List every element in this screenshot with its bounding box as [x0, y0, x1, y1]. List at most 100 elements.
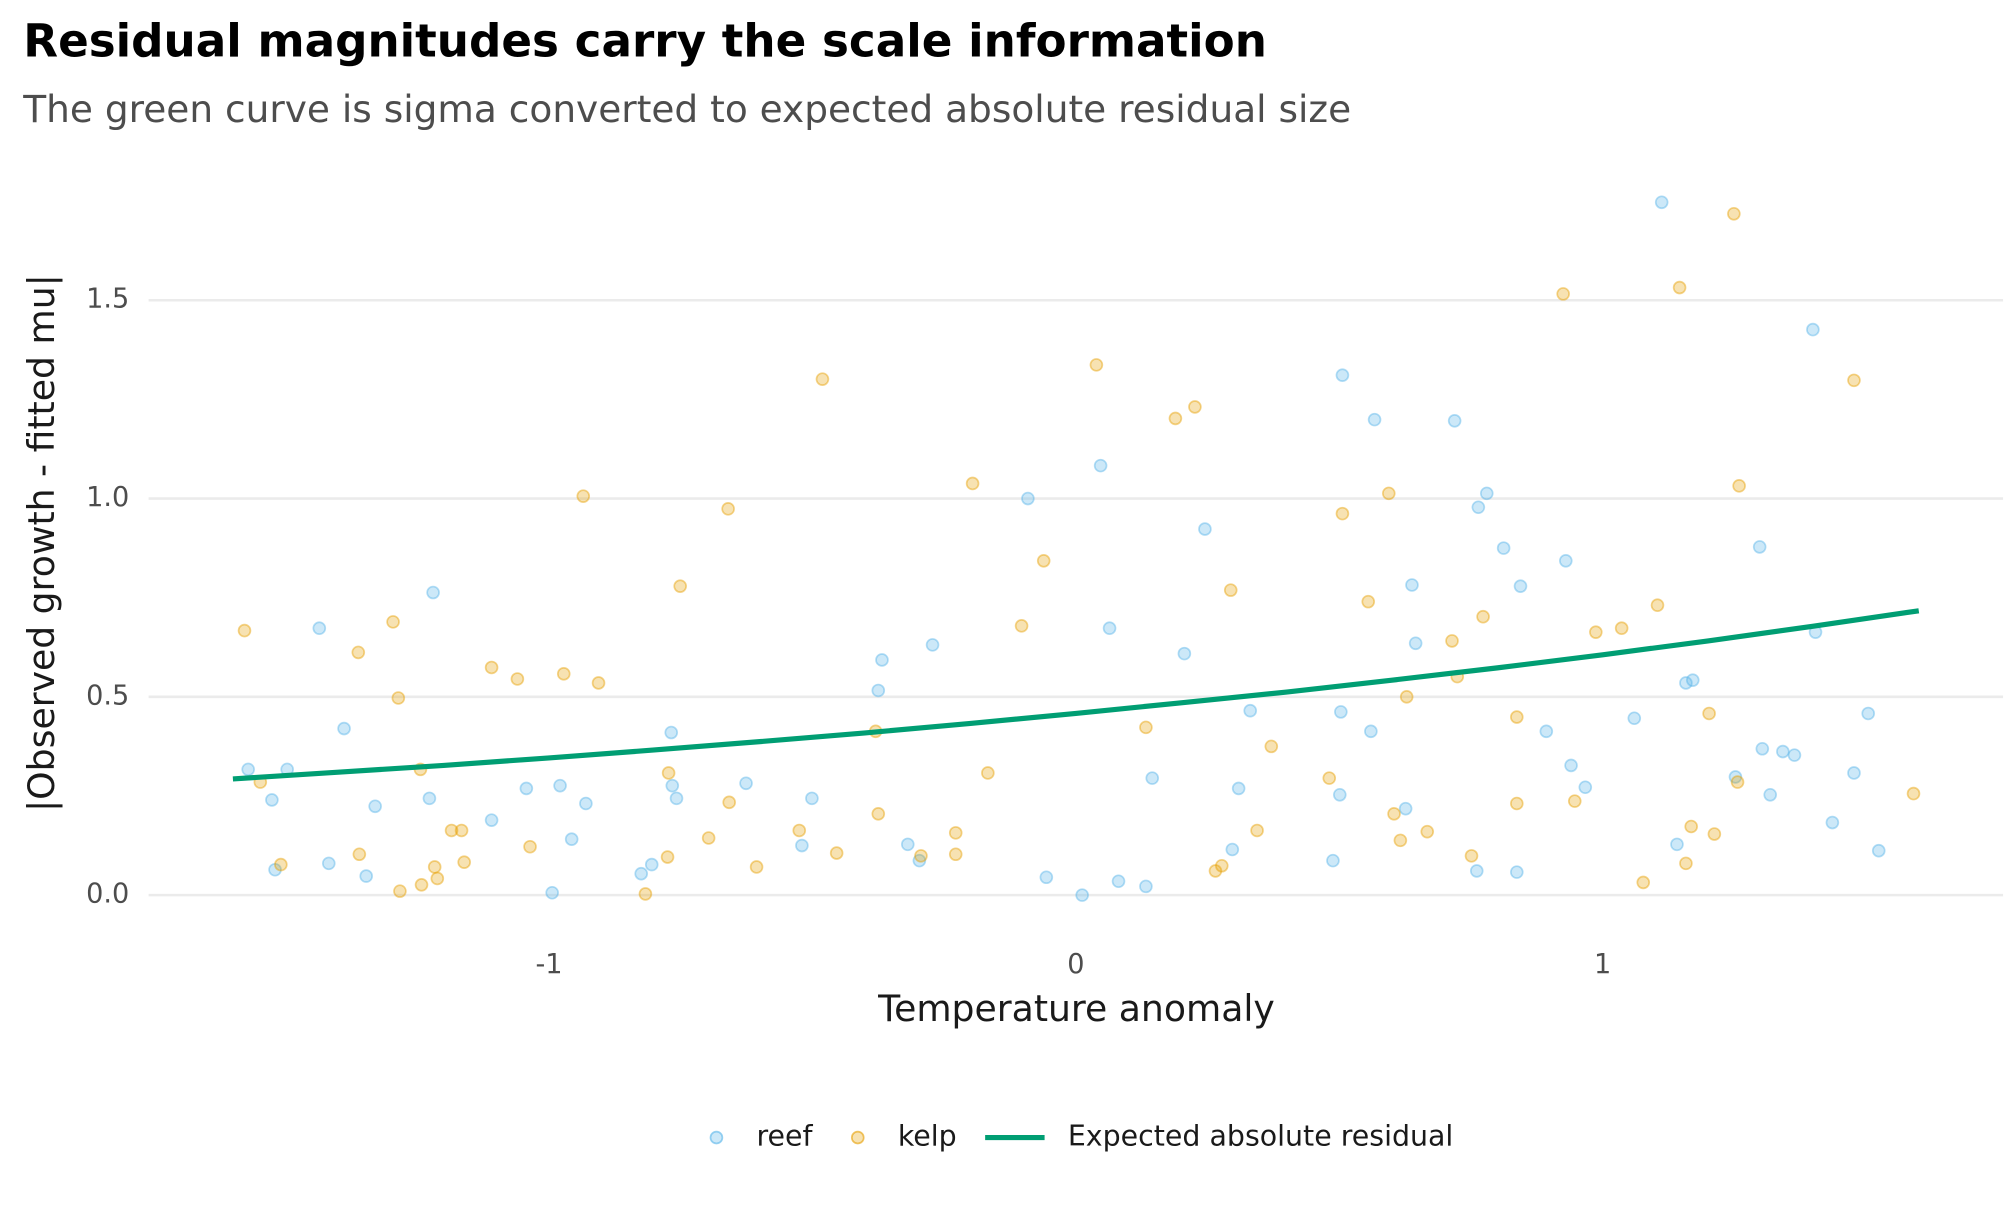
- y-tick-label: 1.0: [86, 482, 129, 513]
- point: [351, 645, 366, 660]
- point: [1847, 766, 1861, 780]
- point: [701, 831, 716, 845]
- point: [1139, 720, 1153, 735]
- y-tick-label: 0.5: [86, 680, 129, 711]
- point: [1847, 373, 1861, 388]
- point: [1223, 583, 1238, 597]
- point: [1208, 864, 1223, 878]
- legend-key: [709, 1130, 724, 1145]
- point: [660, 850, 675, 864]
- legend-label: reef: [756, 1120, 813, 1153]
- point: [1447, 414, 1462, 428]
- point: [484, 660, 499, 675]
- point: [237, 623, 252, 638]
- point: [1039, 870, 1054, 885]
- point: [1445, 634, 1459, 648]
- point: [1326, 853, 1340, 868]
- point: [815, 372, 830, 386]
- point: [391, 691, 406, 705]
- point: [1469, 864, 1484, 878]
- point: [312, 621, 327, 636]
- point: [414, 878, 429, 892]
- y-tick-label: 0.0: [86, 879, 129, 910]
- point: [579, 796, 593, 811]
- point: [556, 667, 571, 681]
- point: [1727, 207, 1741, 221]
- point: [393, 884, 407, 898]
- point: [1334, 705, 1348, 719]
- point: [1231, 781, 1246, 796]
- point: [1335, 368, 1350, 382]
- point: [1510, 865, 1524, 879]
- point: [1589, 625, 1603, 639]
- point: [1250, 823, 1264, 838]
- point: [1177, 646, 1192, 661]
- legend-label: kelp: [898, 1120, 957, 1153]
- point: [1510, 710, 1524, 724]
- point: [427, 860, 442, 874]
- plot-area: [232, 195, 1921, 902]
- point: [901, 837, 915, 852]
- point: [553, 778, 567, 793]
- point: [805, 791, 819, 806]
- point: [925, 638, 940, 652]
- point: [1684, 819, 1698, 834]
- legend-key: [850, 1130, 865, 1145]
- point: [795, 838, 809, 853]
- point: [965, 476, 980, 491]
- point: [1333, 787, 1347, 802]
- point: [1539, 724, 1554, 739]
- point: [644, 857, 659, 872]
- point: [1471, 500, 1486, 515]
- point: [359, 869, 373, 883]
- point: [1364, 724, 1378, 739]
- point: [1567, 794, 1582, 808]
- point: [523, 839, 537, 854]
- point: [274, 857, 288, 872]
- line: [232, 608, 1920, 782]
- point: [638, 887, 653, 901]
- point: [337, 721, 351, 736]
- point: [1679, 676, 1693, 690]
- point: [352, 847, 367, 862]
- point: [1214, 858, 1229, 873]
- point: [1787, 748, 1802, 762]
- point: [875, 653, 889, 667]
- point: [1825, 815, 1840, 830]
- point: [1145, 771, 1160, 785]
- point: [545, 885, 559, 900]
- point: [1556, 287, 1570, 301]
- point: [1335, 506, 1350, 521]
- point: [661, 766, 676, 780]
- point: [1513, 579, 1528, 593]
- point: [1398, 801, 1413, 816]
- point: [1264, 739, 1279, 754]
- point: [1776, 744, 1790, 759]
- point: [1093, 458, 1108, 473]
- point: [1906, 786, 1921, 801]
- point: [1871, 843, 1886, 858]
- point: [1707, 827, 1722, 841]
- point: [457, 855, 471, 869]
- point: [454, 823, 469, 838]
- point: [914, 849, 928, 863]
- point: [1188, 400, 1202, 414]
- x-tick-label: -1: [535, 949, 562, 980]
- point: [722, 795, 736, 810]
- point: [444, 823, 459, 838]
- point: [368, 799, 382, 814]
- point: [510, 672, 525, 686]
- point: [1036, 554, 1051, 568]
- x-tick-label: 0: [1067, 949, 1084, 980]
- point: [1075, 888, 1089, 902]
- point: [1685, 673, 1700, 687]
- point: [1322, 771, 1337, 785]
- y-axis-title: |Observed growth - fitted mu|: [20, 274, 63, 812]
- point: [1014, 619, 1029, 633]
- point: [1670, 837, 1684, 852]
- point: [241, 762, 255, 777]
- point: [1168, 411, 1183, 426]
- point: [664, 725, 679, 740]
- point: [673, 579, 687, 593]
